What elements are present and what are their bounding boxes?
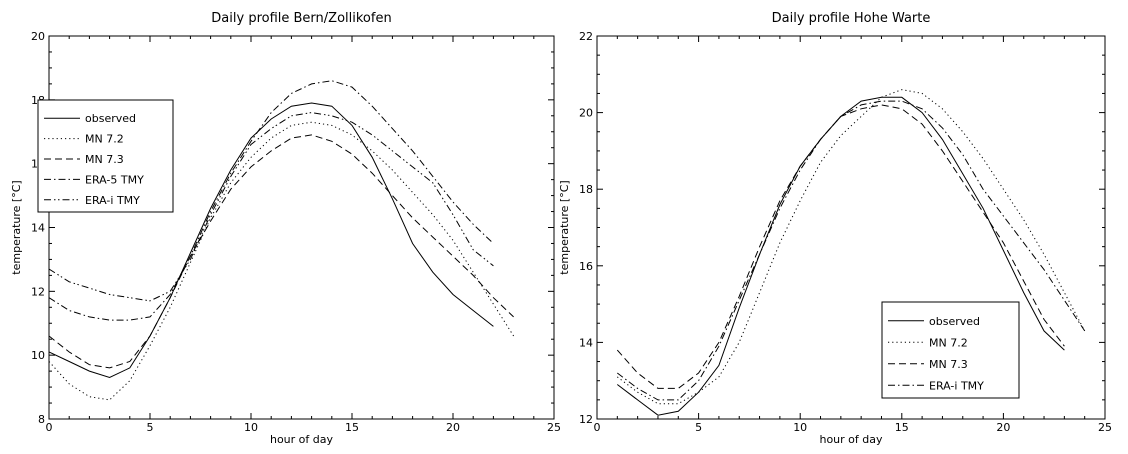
- y-tick-label: 20: [579, 107, 593, 120]
- y-tick-label: 16: [579, 260, 593, 273]
- chart-panel-2: Daily profile Hohe Warte 0 5 10 15 20 25 12 14 16…: [558, 11, 1112, 446]
- y-axis-label: temperature [°C]: [10, 180, 23, 274]
- x-tick-label: 20: [446, 421, 460, 434]
- x-tick-label: 5: [147, 421, 154, 434]
- chart-panel-1: Daily profile Bern/Zollikofen 0 5 10 15 20 25 8…: [10, 11, 561, 446]
- x-tick-label: 15: [345, 421, 359, 434]
- legend-entry: MN 7.3: [85, 153, 124, 166]
- y-tick-label: 14: [31, 222, 45, 235]
- x-tick-label: 10: [793, 421, 807, 434]
- x-tick-label: 0: [46, 421, 53, 434]
- x-tick-label: 25: [547, 421, 561, 434]
- series-line-mn-7-2: [616, 89, 1086, 405]
- y-tick-label: 20: [31, 30, 45, 43]
- legend-entry: ERA-5 TMY: [85, 173, 144, 186]
- legend-entry: ERA-i TMY: [929, 379, 984, 392]
- y-axis-label: temperature [°C]: [558, 180, 571, 274]
- plot-frame: [48, 35, 555, 420]
- x-tick-label: 10: [244, 421, 258, 434]
- legend-entry: observed: [85, 112, 136, 125]
- legend-box: [881, 301, 1020, 399]
- legend-entry: ERA-i TMY: [85, 194, 140, 207]
- y-tick-label: 22: [579, 30, 593, 43]
- x-tick-label: 20: [996, 421, 1010, 434]
- x-tick-label: 25: [1098, 421, 1112, 434]
- x-tick-label: 0: [594, 421, 601, 434]
- y-tick-label: 12: [579, 413, 593, 426]
- y-tick-label: 18: [579, 183, 593, 196]
- x-tick-label: 15: [895, 421, 909, 434]
- legend-entry: MN 7.2: [929, 336, 968, 349]
- series-line-observed: [49, 102, 494, 379]
- legend-entry: observed: [929, 315, 980, 328]
- x-tick-label: 5: [695, 421, 702, 434]
- series-line-era-i-tmy: [616, 100, 1086, 401]
- series-line-era-5-tmy: [49, 80, 494, 321]
- y-tick-label: 12: [31, 285, 45, 298]
- x-axis-label: hour of day: [270, 433, 334, 446]
- series-line-era-i-tmy: [49, 112, 494, 302]
- series-line-mn-7-3: [616, 104, 1065, 389]
- x-axis-label: hour of day: [819, 433, 883, 446]
- y-tick-label: 8: [38, 413, 45, 426]
- chart-title: Daily profile Bern/Zollikofen: [211, 11, 391, 26]
- legend-entry: MN 7.3: [929, 358, 968, 371]
- y-tick-label: 10: [31, 349, 45, 362]
- series-line-mn-7-2: [49, 121, 515, 401]
- y-tick-label: 14: [579, 336, 593, 349]
- chart-title: Daily profile Hohe Warte: [772, 11, 931, 26]
- legend-entry: MN 7.2: [85, 133, 124, 146]
